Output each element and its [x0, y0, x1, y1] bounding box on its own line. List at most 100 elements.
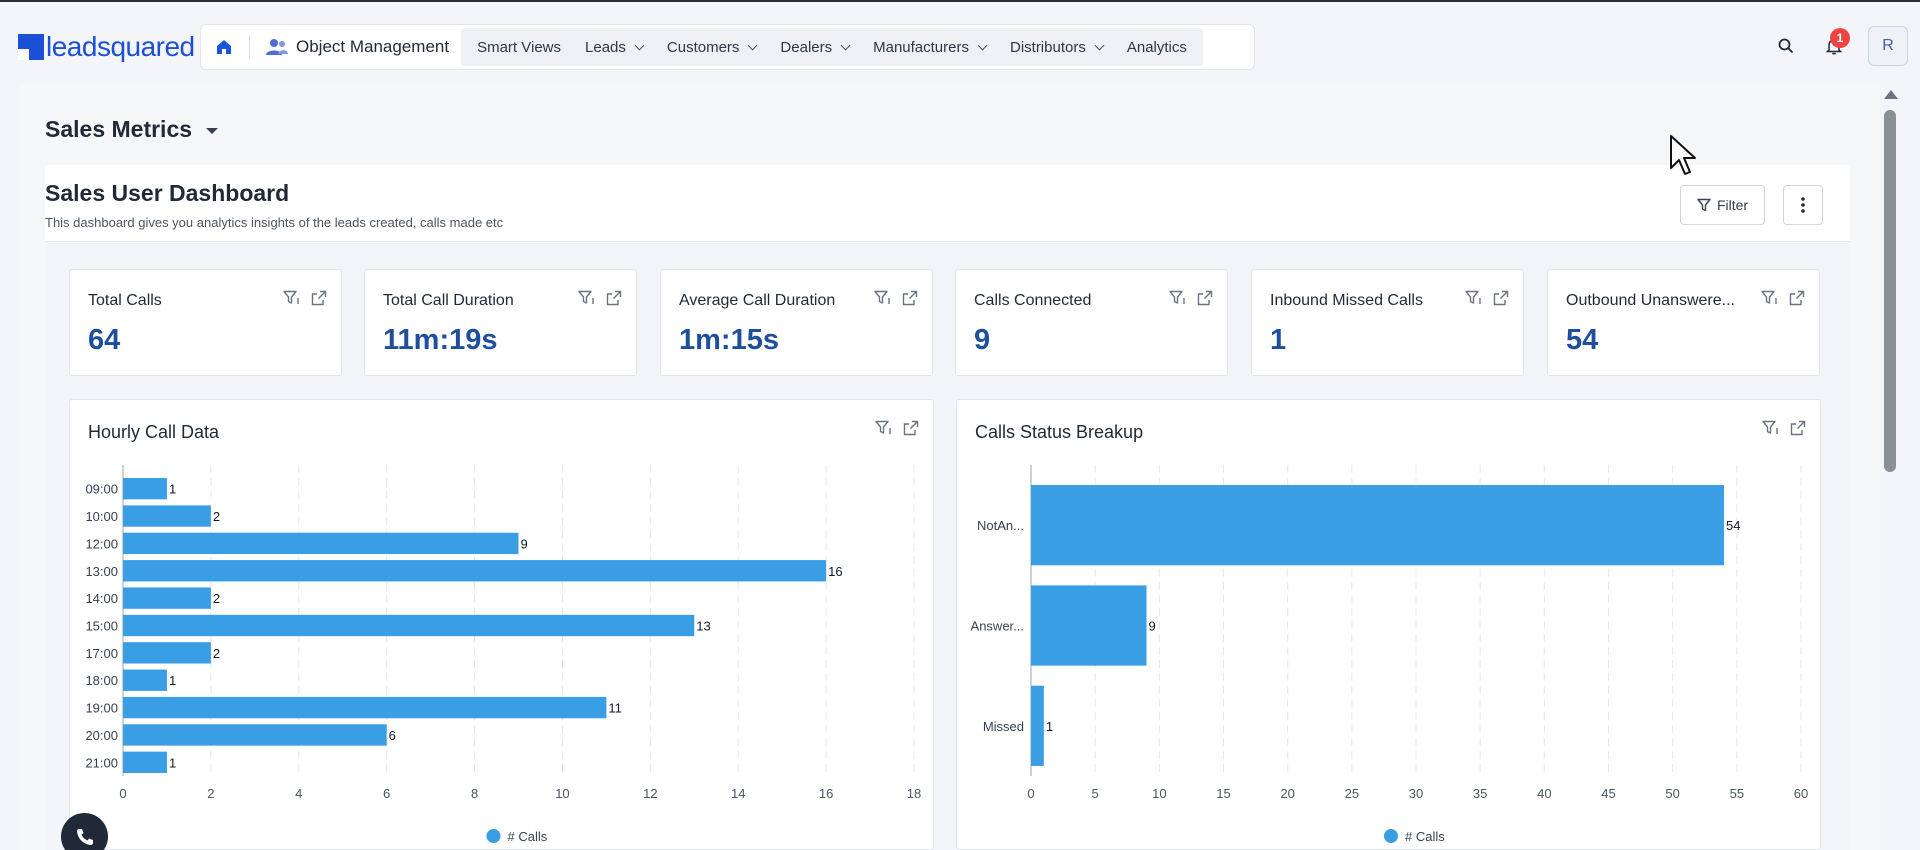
x-tick-label: 2: [207, 786, 214, 801]
open-external-icon[interactable]: [903, 420, 919, 436]
bar[interactable]: [123, 724, 387, 746]
bar[interactable]: [123, 505, 211, 527]
search-button[interactable]: [1766, 26, 1806, 66]
kpi-label: Outbound Unanswere...: [1566, 292, 1735, 309]
chevron-down-icon: [840, 40, 851, 50]
bar-value-label: 2: [213, 509, 220, 524]
bar[interactable]: [123, 642, 211, 664]
nav-item-leads[interactable]: Leads: [573, 28, 655, 66]
x-tick-label: 6: [383, 786, 390, 801]
x-tick-label: 18: [907, 786, 921, 801]
search-icon: [1778, 38, 1794, 54]
filter-button[interactable]: Filter: [1680, 185, 1765, 225]
x-tick-label: 25: [1345, 786, 1359, 801]
kpi-value: 11m:19s: [383, 324, 498, 356]
kpi-card[interactable]: Average Call Duration 1m:15s: [660, 269, 933, 376]
open-external-icon[interactable]: [311, 290, 327, 306]
bar-value-label: 16: [828, 564, 842, 579]
kpi-label: Total Calls: [88, 292, 162, 309]
chevron-down-icon: [634, 40, 645, 50]
card-actions: [1762, 420, 1806, 436]
leadsquared-logo[interactable]: leadsquared: [18, 31, 195, 62]
dashboard-header: Sales User Dashboard This dashboard give…: [45, 165, 1850, 242]
bar-value-label: 1: [169, 482, 176, 497]
home-button[interactable]: [207, 30, 241, 64]
kpi-card[interactable]: Calls Connected 9: [955, 269, 1228, 376]
header-actions: 1 R: [1766, 26, 1920, 66]
bar[interactable]: [123, 587, 211, 609]
dashboard-selector[interactable]: Sales Metrics: [45, 116, 219, 143]
home-icon: [217, 40, 231, 54]
filter-applied-icon[interactable]: [1762, 420, 1780, 436]
open-external-icon[interactable]: [606, 290, 622, 306]
bar[interactable]: [123, 532, 519, 555]
kpi-card[interactable]: Total Calls 64: [69, 269, 342, 376]
kpi-card[interactable]: Inbound Missed Calls 1: [1251, 269, 1524, 376]
user-avatar[interactable]: R: [1868, 26, 1908, 66]
nav-item-smart-views[interactable]: Smart Views: [465, 28, 573, 66]
kpi-value: 64: [88, 324, 121, 356]
bar-value-label: 11: [608, 701, 622, 716]
kpi-label: Total Call Duration: [383, 292, 514, 309]
x-tick-label: 40: [1537, 786, 1551, 801]
nav-item-label: Smart Views: [477, 38, 562, 56]
open-external-icon[interactable]: [1789, 290, 1805, 306]
kpi-card[interactable]: Total Call Duration 11m:19s: [364, 269, 637, 376]
dashboard-title: Sales User Dashboard: [45, 180, 290, 206]
scroll-up-arrow-icon[interactable]: [1884, 90, 1898, 99]
hourly-call-data-card: Hourly Call Data 0 2 4 6 8 10 12 14 16 18 09:00 1 10…: [69, 399, 934, 850]
filter-applied-icon[interactable]: [874, 290, 892, 306]
nav-item-label: Dealers: [780, 38, 833, 56]
open-external-icon[interactable]: [1493, 290, 1509, 306]
x-tick-label: 45: [1601, 786, 1615, 801]
bar[interactable]: [123, 751, 167, 773]
legend-label[interactable]: # Calls: [508, 829, 548, 844]
nav-item-dealers[interactable]: Dealers: [768, 28, 861, 66]
x-tick-label: 50: [1665, 786, 1679, 801]
filter-applied-icon[interactable]: [1169, 290, 1187, 306]
object-management-label: Object Management: [296, 37, 450, 56]
notifications-button[interactable]: 1: [1814, 26, 1854, 66]
legend-label[interactable]: # Calls: [1405, 829, 1445, 844]
bar[interactable]: [1031, 585, 1147, 666]
kpi-card[interactable]: Outbound Unanswere... 54: [1547, 269, 1820, 376]
more-options-button[interactable]: [1783, 185, 1823, 225]
phone-call-button[interactable]: [61, 813, 108, 850]
open-external-icon[interactable]: [1790, 420, 1806, 436]
caret-down-icon: [206, 127, 219, 134]
x-tick-label: 35: [1473, 786, 1487, 801]
scroll-thumb[interactable]: [1884, 110, 1896, 472]
bar[interactable]: [1031, 485, 1724, 566]
legend-marker[interactable]: [1384, 829, 1398, 843]
bar[interactable]: [1031, 685, 1044, 766]
bar[interactable]: [123, 478, 167, 500]
x-tick-label: 0: [1027, 786, 1034, 801]
nav-item-manufacturers[interactable]: Manufacturers: [861, 28, 998, 66]
chevron-down-icon: [1094, 40, 1105, 50]
kpi-value: 54: [1566, 324, 1599, 356]
bar[interactable]: [123, 669, 167, 691]
object-management-link[interactable]: Object Management: [258, 30, 457, 64]
bar[interactable]: [123, 696, 607, 719]
nav-item-customers[interactable]: Customers: [655, 28, 769, 66]
x-tick-label: 30: [1409, 786, 1423, 801]
filter-applied-icon[interactable]: [283, 290, 301, 306]
filter-applied-icon[interactable]: [1465, 290, 1483, 306]
nav-item-distributors[interactable]: Distributors: [998, 28, 1115, 66]
nav-item-analytics[interactable]: Analytics: [1115, 28, 1199, 66]
page-scrollbar[interactable]: [1880, 85, 1900, 850]
bar[interactable]: [123, 614, 695, 637]
nav-item-label: Distributors: [1009, 38, 1086, 56]
open-external-icon[interactable]: [902, 290, 918, 306]
open-external-icon[interactable]: [1197, 290, 1213, 306]
category-label: 17:00: [85, 646, 118, 661]
filter-applied-icon[interactable]: [875, 420, 893, 436]
legend-marker[interactable]: [486, 829, 501, 843]
dashboard-description: This dashboard gives you analytics insig…: [45, 215, 504, 230]
kpi-value: 9: [974, 324, 991, 356]
category-label: Answer...: [971, 619, 1024, 634]
filter-applied-icon[interactable]: [1761, 290, 1779, 306]
filter-applied-icon[interactable]: [578, 290, 596, 306]
bar[interactable]: [123, 560, 827, 582]
category-label: 20:00: [85, 728, 118, 743]
